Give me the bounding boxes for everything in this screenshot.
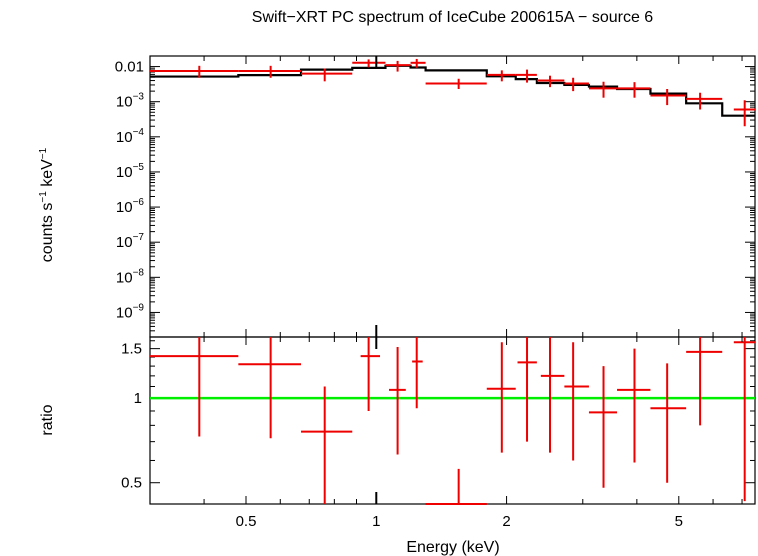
ratio-point <box>412 337 423 409</box>
ratio-y-tick-label: 1 <box>134 390 142 407</box>
ratio-panel: 0.5 1 1.5 <box>121 336 756 505</box>
ratio-point <box>617 348 651 463</box>
y-tick-label: 10−6 <box>116 197 145 216</box>
data-point <box>301 68 353 82</box>
x-tick-label: 2 <box>502 513 510 530</box>
x-tick-label: 1 <box>372 513 380 530</box>
y-tick-label: 10−7 <box>116 232 145 251</box>
ratio-point <box>517 337 537 442</box>
ratio-point <box>733 337 755 502</box>
y-tick-label-exp: −5 <box>133 162 145 173</box>
x-tick-label: 0.5 <box>236 513 257 530</box>
y-tick-label: 10−9 <box>116 302 145 321</box>
y-tick-label-base: 10 <box>116 129 133 146</box>
y-label-exp-1: −1 <box>38 191 49 203</box>
y-tick-label-base: 10 <box>116 234 133 251</box>
y-label-exp-2: −1 <box>38 147 49 159</box>
y-tick-label-exp: −4 <box>133 127 145 138</box>
data-point <box>352 59 386 68</box>
data-point <box>385 60 411 72</box>
ratio-point <box>564 342 589 461</box>
ratio-point <box>650 363 687 483</box>
y-tick-label-exp: −7 <box>133 232 145 243</box>
x-axis-label: Energy (keV) <box>406 539 499 556</box>
y-tick-label-exp: −8 <box>133 267 145 278</box>
data-point <box>686 92 723 110</box>
ratio-point <box>425 468 487 505</box>
ratio-point <box>540 337 565 453</box>
ratio-point <box>588 366 618 488</box>
y-label-text-counts: counts s <box>39 203 56 263</box>
model-step-line <box>150 64 755 117</box>
data-point <box>515 69 537 83</box>
ratio-point <box>238 337 302 439</box>
y-tick-label-exp: −6 <box>133 197 145 208</box>
y-tick-label: 10−3 <box>116 92 145 111</box>
data-point <box>650 88 687 106</box>
data-point <box>150 65 239 78</box>
data-point <box>617 82 651 98</box>
data-point <box>425 78 487 89</box>
data-point <box>238 65 302 78</box>
x-axis: 0.5 1 2 5 <box>149 56 743 530</box>
y-tick-label-base: 10 <box>116 304 133 321</box>
y-tick-label: 10−5 <box>116 162 145 181</box>
y-tick-label: 10−4 <box>116 127 145 146</box>
ratio-frame <box>149 336 756 505</box>
data-point <box>536 75 565 88</box>
ratio-point <box>486 342 516 453</box>
data-point <box>410 58 426 68</box>
ratio-point <box>301 386 353 504</box>
chart-title: Swift−XRT PC spectrum of IceCube 200615A… <box>251 9 654 26</box>
y-tick-label-exp: −9 <box>133 302 145 313</box>
data-point <box>564 77 589 92</box>
data-point <box>486 70 516 82</box>
data-point <box>588 81 618 98</box>
ratio-point <box>150 337 239 437</box>
ratio-point <box>360 337 381 411</box>
y-tick-label-exp: −3 <box>133 92 145 103</box>
y-label-text-kev: keV <box>39 159 56 191</box>
x-tick-label: 5 <box>675 513 683 530</box>
ratio-point <box>389 347 406 455</box>
y-axis-label-counts: counts s−1 keV−1 <box>38 147 56 262</box>
y-axis-label-ratio: ratio <box>39 404 56 435</box>
ratio-point <box>686 337 723 426</box>
y-tick-label: 10−8 <box>116 267 145 286</box>
ratio-y-tick-label: 0.5 <box>121 475 142 492</box>
y-tick-label-base: 0.01 <box>115 59 144 76</box>
y-tick-label-base: 10 <box>116 199 133 216</box>
y-tick-label-base: 10 <box>116 269 133 286</box>
y-tick-label-base: 10 <box>116 94 133 111</box>
ratio-y-tick-label: 1.5 <box>121 341 142 358</box>
spectrum-frame <box>149 55 756 338</box>
y-tick-label: 0.01 <box>115 59 144 76</box>
data-point <box>733 100 755 127</box>
y-tick-label-base: 10 <box>116 164 133 181</box>
